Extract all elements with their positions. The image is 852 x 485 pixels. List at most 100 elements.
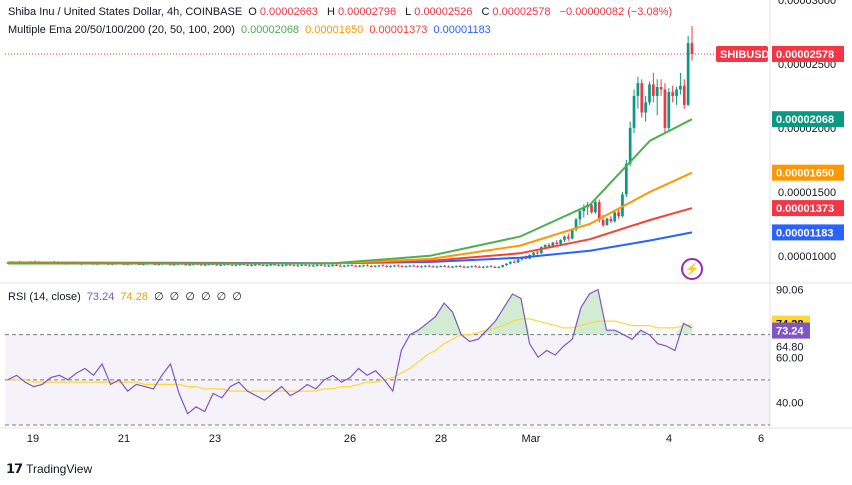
candle-body [443,265,447,267]
candle-body [238,264,242,266]
candle-body [273,264,276,266]
candle-body [543,244,547,248]
candle-body [223,264,226,266]
candle-body [644,102,647,113]
candle-body [366,265,369,267]
candle-body [563,236,566,240]
rsi-value: 73.24 [86,291,115,303]
tradingview-logo[interactable]: 𝟭𝟳 TradingView [6,461,92,477]
ema-legend-name: Multiple Ema 20/50/100/200 (20, 50, 100,… [8,24,235,36]
time-tick-label: 26 [344,433,356,445]
ema20-value: 0.00002068 [240,24,300,36]
candle-body [551,242,555,247]
candle-body [331,265,334,267]
candle-body [168,264,172,266]
candle-body [350,265,354,267]
candle-body [675,89,678,96]
rsi-empty-value: ∅ [154,291,164,303]
rsi-tick-label: 64.80 [776,341,804,353]
candle-body [408,265,412,267]
candle-body [300,264,304,266]
flash-icon[interactable]: ⚡ [681,258,703,280]
candle-body [539,247,543,254]
candle-body [404,266,408,268]
candle-body [308,265,311,267]
candle-body [338,265,342,267]
high-label: H [327,6,335,18]
time-tick-label: 21 [118,433,130,445]
candle-body [512,261,516,263]
candle-body [269,264,273,266]
rsi-empty-value: ∅ [200,291,211,303]
rsi-legend-name: RSI (14, close) [8,291,81,303]
candle-body [172,264,176,266]
time-tick-label: 19 [27,433,39,445]
candle-body [335,265,338,267]
candle-body [226,264,230,266]
candle-body [624,163,628,195]
candle-body [389,266,392,268]
candle-body [454,266,458,268]
candle-body [547,244,551,247]
candle-body [369,265,373,267]
candle-body [451,266,454,268]
candle-body [578,211,582,220]
candle-body [458,266,462,268]
candle-body [362,265,365,267]
candle-body [253,264,257,266]
ema20-line [8,118,693,265]
price-tag-value: 0.00002578 [776,49,834,61]
candle-body [559,239,562,244]
candle-body [261,265,265,267]
rsi-empty-value: ∅ [185,291,195,303]
candle-body [655,86,659,96]
rsi-ma-line [8,318,693,392]
price-tag-value: 0.00001183 [776,227,834,239]
ema100-line [7,207,693,265]
candle-body [416,266,419,268]
candle-body [184,264,188,266]
candle-body [319,264,323,266]
symbol-legend: Shiba Inu / United States Dollar, 4h, CO… [8,6,675,18]
price-tag [772,45,844,62]
candle-body [648,84,651,103]
candle-body [327,265,331,267]
price-tag [772,200,844,217]
change-value: −0.00000082 (−3.08%) [559,6,673,18]
low-value: 0.00002526 [414,6,473,18]
candle-body [153,264,157,266]
symbol-title: Shiba Inu / United States Dollar, 4h, CO… [8,6,243,18]
time-tick-label: Mar [522,433,541,445]
price-tag [772,224,844,241]
open-label: O [248,6,257,18]
rsi-ma-value: 74.28 [120,291,148,303]
price-tick-label: 0.00003000 [778,0,836,7]
candle-body [590,204,593,213]
candle-body [566,236,570,239]
candle-body [524,257,528,259]
rsi-line [7,288,693,415]
candle-body [373,265,377,267]
candle-body [342,265,346,267]
price-tick-label: 0.00001000 [778,251,836,263]
candle-body [296,265,300,267]
brand-name: TradingView [26,462,93,476]
candle-body [478,266,481,268]
candle-body [400,266,404,268]
rsi-empty-value: ∅ [216,291,227,303]
price-tag-value: 0.00002068 [776,114,834,126]
candle-body [536,252,539,254]
candle-body [346,265,350,267]
candle-body [682,85,686,105]
candle-body [435,266,439,268]
candle-body [284,264,288,266]
candle-body [246,264,249,266]
candle-body [447,266,450,268]
candle-body [613,212,617,222]
candle-body [605,218,609,226]
candle-body [315,264,319,266]
candle-body [474,266,477,268]
candle-body [288,264,292,266]
candle-body [431,266,435,268]
